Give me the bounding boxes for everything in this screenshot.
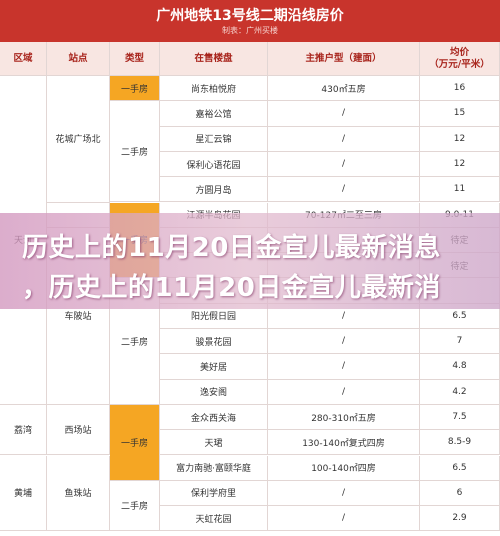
layout-cell: / [268, 101, 420, 127]
estate-cell: 星汇云锦 [160, 126, 268, 152]
subtitle: 制表：广州买楼 [222, 26, 278, 35]
estate-cell: 阳光假日园 [160, 303, 268, 329]
column-header: 类型 [110, 42, 160, 76]
price-cell: 4.8 [420, 354, 500, 380]
layout-cell: 100-140㎡四房 [268, 455, 420, 481]
price-cell: 16 [420, 76, 500, 102]
price-cell: 2.9 [420, 506, 500, 532]
region-cell: 荔湾 [0, 404, 47, 456]
price-cell: 11 [420, 177, 500, 203]
station-cell: 花城广场北 [47, 76, 110, 203]
type-cell: 一手房 [110, 76, 160, 102]
type-cell: 二手房 [110, 480, 160, 532]
price-cell: 15 [420, 101, 500, 127]
layout-cell: / [268, 354, 420, 380]
column-header: 在售楼盘 [160, 42, 268, 76]
estate-cell: 富力南驰·富颐华庭 [160, 455, 268, 481]
estate-cell: 天虹花园 [160, 506, 268, 532]
estate-cell: 尚东柏悦府 [160, 76, 268, 102]
layout-cell: 430㎡五房 [268, 76, 420, 102]
column-header: 均价 （万元/平米） [420, 42, 500, 76]
layout-cell: / [268, 379, 420, 405]
overlay-banner: 历史上的11月20日金宣儿最新消息 ，历史上的11月20日金宣儿最新消 [0, 213, 500, 309]
price-cell: 12 [420, 126, 500, 152]
price-cell: 8.5-9 [420, 430, 500, 456]
price-cell: 7.5 [420, 404, 500, 431]
layout-cell: / [268, 506, 420, 532]
type-cell: 一手房 [110, 404, 160, 481]
price-cell: 7 [420, 329, 500, 355]
estate-cell: 保利心语花园 [160, 151, 268, 178]
estate-cell: 美好居 [160, 354, 268, 380]
type-cell: 二手房 [110, 278, 160, 405]
estate-cell: 金众西关海 [160, 404, 268, 431]
estate-cell: 逸安阁 [160, 379, 268, 405]
column-header: 站点 [47, 42, 110, 76]
station-cell: 车陂站 [47, 227, 110, 405]
price-cell: 12 [420, 151, 500, 178]
estate-cell: 保利学府里 [160, 480, 268, 507]
price-cell: 4.2 [420, 379, 500, 405]
estate-cell: 天珺 [160, 430, 268, 456]
overlay-line: 历史上的11月20日金宣儿最新消息 [22, 233, 441, 263]
title: 广州地铁13号线二期沿线房价 [156, 8, 344, 24]
type-cell: 二手房 [110, 101, 160, 203]
layout-cell: / [268, 303, 420, 329]
estate-cell: 骏景花园 [160, 329, 268, 355]
overlay-line: ，历史上的11月20日金宣儿最新消 [22, 273, 441, 303]
column-header: 区域 [0, 42, 47, 76]
layout-cell: / [268, 177, 420, 203]
column-header: 主推户型（建面） [268, 42, 420, 76]
estate-cell: 方圆月岛 [160, 177, 268, 203]
region-cell: 黄埔 [0, 455, 47, 532]
layout-cell: / [268, 480, 420, 507]
layout-cell: / [268, 151, 420, 178]
price-cell: 6 [420, 480, 500, 507]
price-cell: 6.5 [420, 455, 500, 481]
station-cell: 西场站 [47, 404, 110, 456]
banner: 广州地铁13号线二期沿线房价 制表：广州买楼 [0, 0, 500, 42]
station-cell: 鱼珠站 [47, 455, 110, 532]
layout-cell: / [268, 329, 420, 355]
estate-cell: 嘉裕公馆 [160, 101, 268, 127]
layout-cell: / [268, 126, 420, 152]
layout-cell: 280-310㎡五房 [268, 404, 420, 431]
layout-cell: 130-140㎡复式四房 [268, 430, 420, 456]
